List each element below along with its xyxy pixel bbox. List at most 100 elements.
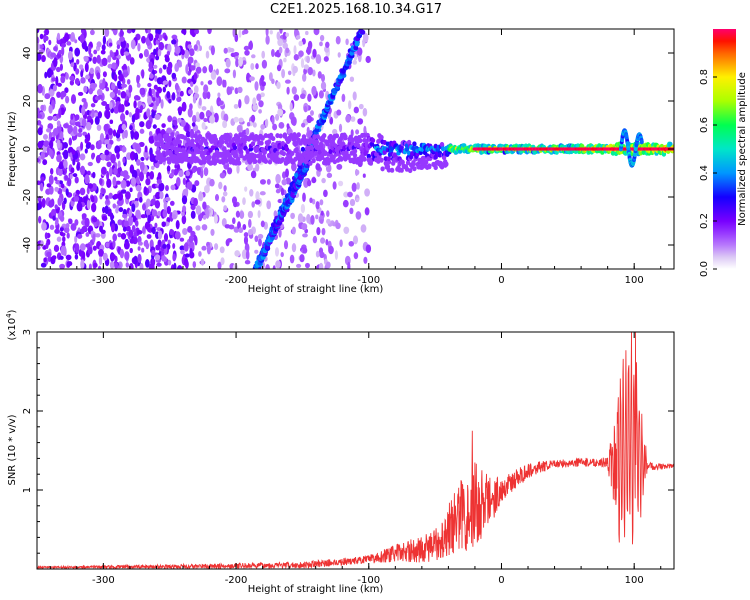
spectrogram-cells <box>37 29 674 269</box>
noise-cell <box>220 257 225 265</box>
dc-band-cell <box>280 157 285 162</box>
noise-cell <box>112 240 116 248</box>
noise-cell <box>147 29 151 34</box>
noise-cell <box>122 170 129 178</box>
noise-cell <box>167 259 172 266</box>
noise-cell <box>158 41 165 51</box>
dc-band-cell <box>366 153 371 159</box>
dc-band-cell <box>315 134 320 140</box>
dc-band-cell <box>389 167 395 173</box>
noise-cell <box>43 257 47 263</box>
noise-cell <box>290 116 297 126</box>
noise-cell <box>151 209 158 217</box>
noise-cell <box>47 115 53 121</box>
noise-cell <box>105 87 110 92</box>
noise-cell <box>77 233 83 239</box>
noise-cell <box>266 178 271 185</box>
noise-cell <box>223 47 228 54</box>
noise-cell <box>59 263 66 269</box>
noise-cell <box>134 220 139 227</box>
dc-band-cell <box>186 137 191 143</box>
noise-cell <box>100 153 106 161</box>
noise-cell <box>206 91 211 100</box>
noise-cell <box>180 119 186 127</box>
noise-cell <box>278 46 283 54</box>
noise-cell <box>201 224 208 231</box>
noise-cell <box>105 242 110 248</box>
noise-cell <box>217 92 221 98</box>
noise-cell <box>58 49 63 55</box>
noise-cell <box>318 262 324 269</box>
noise-cell <box>349 198 356 207</box>
noise-cell <box>40 151 46 160</box>
noise-cell <box>97 265 102 269</box>
noise-cell <box>279 29 283 34</box>
noise-cell <box>291 86 297 95</box>
noise-cell <box>49 224 55 230</box>
noise-cell <box>171 39 177 45</box>
noise-cell <box>243 45 250 51</box>
noise-cell <box>202 66 208 74</box>
noise-cell <box>87 183 94 189</box>
noise-cell <box>287 70 292 76</box>
noise-cell <box>258 109 262 114</box>
noise-cell <box>209 178 215 187</box>
noise-cell <box>112 203 117 209</box>
noise-cell <box>303 178 309 188</box>
dc-band-cell <box>433 165 438 171</box>
noise-cell <box>341 93 346 103</box>
colorbar-tick-label: 0.4 <box>699 165 710 181</box>
dc-band-cell <box>336 145 342 151</box>
line-feature-cell <box>360 29 366 35</box>
noise-cell <box>113 73 118 82</box>
noise-cell <box>153 84 158 90</box>
noise-cell <box>140 156 145 161</box>
noise-cell <box>136 229 143 235</box>
noise-cell <box>150 165 155 170</box>
noise-cell <box>60 90 67 98</box>
dc-band-cell <box>334 133 340 139</box>
dc-band-cell <box>253 159 258 164</box>
noise-cell <box>362 32 369 43</box>
noise-cell <box>255 163 260 172</box>
noise-cell <box>177 117 182 123</box>
dc-band-cell <box>250 141 256 147</box>
noise-cell <box>56 139 61 149</box>
noise-cell <box>208 63 214 73</box>
noise-cell <box>95 154 101 164</box>
noise-cell <box>289 254 295 264</box>
noise-cell <box>184 187 189 198</box>
noise-cell <box>91 108 95 119</box>
noise-cell <box>142 203 146 211</box>
noise-cell <box>363 256 368 264</box>
noise-cell <box>283 240 289 250</box>
noise-cell <box>133 131 140 140</box>
noise-cell <box>87 132 91 142</box>
noise-cell <box>148 262 155 269</box>
noise-cell <box>210 228 215 236</box>
dc-band-cell <box>362 156 367 162</box>
noise-cell <box>107 143 112 150</box>
noise-cell <box>74 243 80 253</box>
noise-cell <box>177 106 183 113</box>
noise-cell <box>206 245 211 255</box>
noise-cell <box>223 79 227 88</box>
noise-cell <box>273 210 278 218</box>
dc-band-cell <box>210 145 215 151</box>
noise-cell <box>219 246 225 254</box>
noise-cell <box>173 262 177 269</box>
dc-band-cell <box>282 132 288 138</box>
noise-cell <box>175 219 180 230</box>
noise-cell <box>114 261 119 269</box>
dc-band-cell <box>328 149 333 154</box>
dc-band-cell <box>369 141 375 147</box>
noise-cell <box>125 110 129 116</box>
y-tick-label: 0 <box>22 146 33 152</box>
noise-cell <box>300 58 305 69</box>
noise-cell <box>37 245 41 251</box>
noise-cell <box>131 203 136 213</box>
noise-cell <box>120 233 127 240</box>
noise-cell <box>74 235 78 244</box>
noise-cell <box>254 81 259 91</box>
noise-cell <box>193 93 200 99</box>
